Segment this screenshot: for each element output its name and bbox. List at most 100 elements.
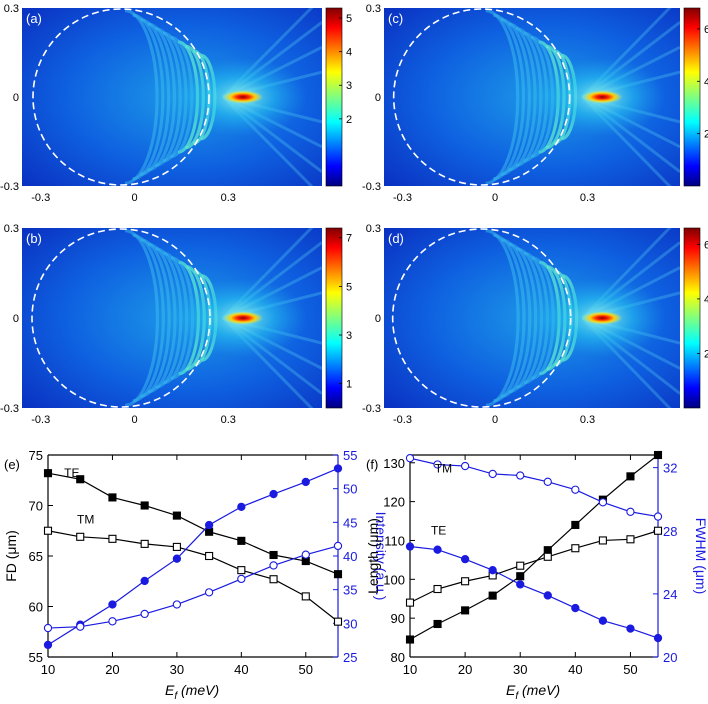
data-point xyxy=(237,574,246,584)
colorbar-tick-label: 2 xyxy=(346,114,352,126)
data-point xyxy=(433,619,442,629)
x-tick-label: 0.3 xyxy=(221,414,236,426)
y-tick-label: 0 xyxy=(375,313,381,325)
panel-label: (c) xyxy=(388,11,403,26)
data-point xyxy=(43,526,53,535)
colorbar-tick-label: 4 xyxy=(704,76,708,88)
data-point xyxy=(333,541,343,551)
y-tick-label: 100 xyxy=(383,572,405,587)
interference-fringe xyxy=(493,13,526,181)
series-annotation: TE xyxy=(64,466,79,480)
colorbar-tick-label: 7 xyxy=(346,233,352,245)
series-annotation: TM xyxy=(77,513,94,527)
x-tick-label: 40 xyxy=(568,662,582,677)
data-point xyxy=(172,511,181,520)
x-tick-label: 20 xyxy=(458,662,472,677)
data-point xyxy=(237,536,246,545)
data-point xyxy=(140,609,149,619)
data-point xyxy=(626,507,635,516)
data-point xyxy=(516,580,525,589)
y-tick-label-right: 35 xyxy=(343,583,357,598)
data-point xyxy=(301,550,310,559)
x-tick-label: 10 xyxy=(41,662,55,677)
series-line xyxy=(409,454,659,641)
data-point xyxy=(598,536,607,545)
focal-spot xyxy=(582,311,623,325)
data-point xyxy=(172,554,182,563)
data-point xyxy=(571,603,580,613)
y-tick-label-right: 45 xyxy=(343,515,357,530)
interference-fringe xyxy=(140,238,171,398)
colorbar-tick-label: 3 xyxy=(346,330,352,342)
x-tick-label: -0.3 xyxy=(393,414,412,426)
y-tick-label: 70 xyxy=(29,499,43,514)
data-point xyxy=(598,498,608,507)
data-point xyxy=(543,477,552,486)
data-point xyxy=(76,622,85,631)
y-tick-label-right: 32 xyxy=(663,461,677,476)
y-tick-label: 0.3 xyxy=(4,223,19,235)
data-point xyxy=(461,606,470,615)
y-tick-label: 0 xyxy=(13,92,19,104)
data-point xyxy=(172,542,181,551)
interference-fringe xyxy=(508,22,537,172)
series-line xyxy=(409,530,659,604)
interference-fringe xyxy=(132,13,165,181)
interference-fringe xyxy=(147,22,176,172)
data-point xyxy=(204,588,214,597)
data-point xyxy=(543,552,552,561)
y-tick-label-right: 50 xyxy=(343,482,357,497)
y-tick-label-right: 25 xyxy=(343,650,357,665)
data-point xyxy=(516,572,525,581)
data-point xyxy=(571,544,580,553)
panel-label: (b) xyxy=(26,231,42,246)
panel-label: (d) xyxy=(388,231,404,246)
colorbar-tick-label: 5 xyxy=(346,281,352,293)
y-tick-label: 0 xyxy=(13,313,19,325)
y-tick-label: -0.3 xyxy=(362,403,381,415)
colorbar-tick-label: 4 xyxy=(704,294,708,306)
x-axis-label-symbol: E xyxy=(165,682,175,698)
x-tick-label: -0.3 xyxy=(393,192,412,204)
data-point xyxy=(488,591,497,600)
data-point xyxy=(543,546,552,555)
x-axis-label: Ef (meV) xyxy=(165,682,219,702)
heatmap-panel: (c) -0.3 0 0.3 0.3 0 -0.3 6 4 2 xyxy=(362,3,708,204)
data-point xyxy=(237,566,246,575)
colorbar-tick-label: 2 xyxy=(704,348,708,360)
series-line xyxy=(47,530,339,623)
data-point xyxy=(140,539,149,548)
interference-fringe xyxy=(500,238,532,398)
data-point xyxy=(205,551,214,561)
x-tick-label: 0.3 xyxy=(580,192,595,204)
y-tick-label-right: 28 xyxy=(663,524,677,539)
y-axis-label: FD (μm) xyxy=(3,530,19,582)
focal-spot xyxy=(223,311,263,325)
y-axis-label: Length (μm) xyxy=(365,518,381,594)
data-point xyxy=(43,640,53,650)
x-tick-label: 50 xyxy=(299,662,313,677)
data-point xyxy=(405,598,415,607)
interference-fringe xyxy=(485,229,520,407)
colorbar-tick-label: 6 xyxy=(704,239,708,251)
data-point xyxy=(461,577,470,586)
interference-fringe xyxy=(140,17,171,177)
interference-fringe xyxy=(124,229,160,407)
panel-label: (f) xyxy=(366,457,378,472)
series-annotation: TE xyxy=(431,524,446,538)
data-point xyxy=(269,489,278,499)
lens-boundary xyxy=(31,228,211,408)
lens-boundary xyxy=(32,8,210,186)
data-point xyxy=(237,502,246,511)
x-tick-label: 0 xyxy=(131,192,137,204)
data-point xyxy=(488,469,497,479)
data-point xyxy=(405,454,415,463)
y-tick-label-right: 55 xyxy=(343,448,357,463)
x-tick-label: 50 xyxy=(623,662,637,677)
data-point xyxy=(626,535,635,544)
colorbar xyxy=(683,7,701,187)
y-tick-label: 55 xyxy=(29,650,43,665)
x-tick-label: 40 xyxy=(234,662,248,677)
y-tick-label: 65 xyxy=(29,549,43,564)
